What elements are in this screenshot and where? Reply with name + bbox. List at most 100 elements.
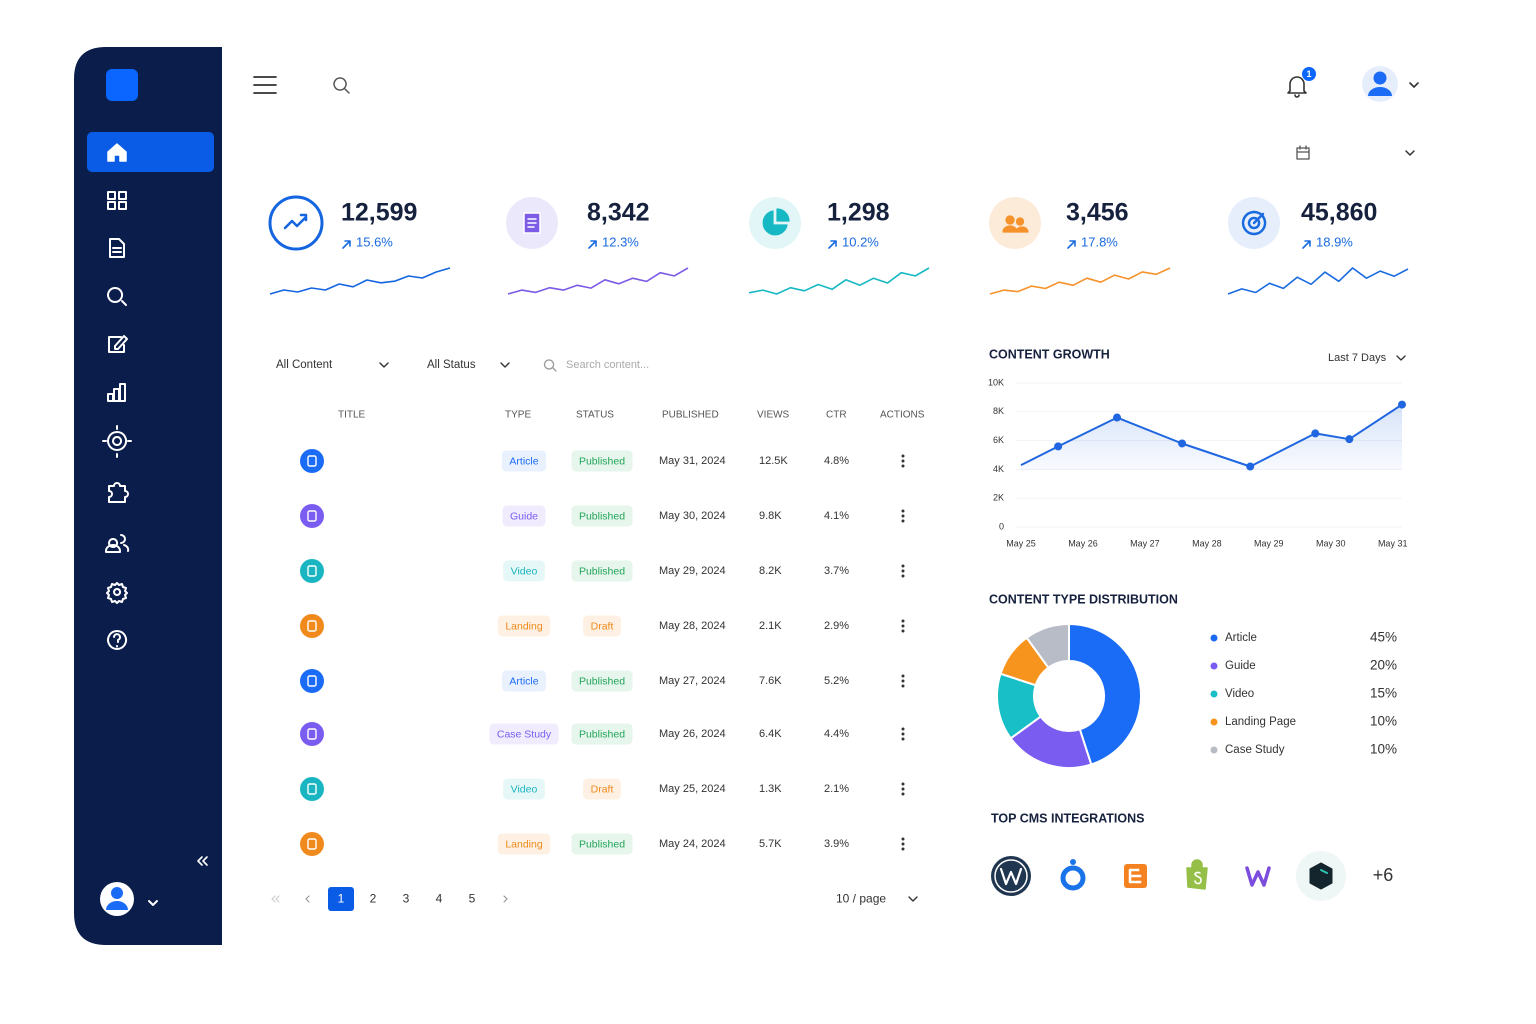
user-chevron[interactable]: [1409, 82, 1419, 88]
row-action[interactable]: [901, 679, 905, 683]
nav-target[interactable]: [102, 425, 132, 458]
row-icon-glyph: [307, 675, 317, 687]
prev-page[interactable]: [305, 895, 310, 903]
content-filter[interactable]: All Content: [276, 359, 333, 371]
ring-logo[interactable]: [1060, 865, 1086, 891]
sidebar: [74, 47, 222, 945]
date-chevron[interactable]: [1405, 150, 1415, 156]
more-integrations[interactable]: +6: [1373, 865, 1394, 885]
w-logo[interactable]: [1245, 866, 1271, 887]
row-action[interactable]: [901, 787, 905, 791]
page-number[interactable]: 2: [370, 892, 377, 906]
calendar[interactable]: [1296, 145, 1310, 160]
row-action[interactable]: [901, 732, 905, 736]
page-number[interactable]: 4: [436, 892, 443, 906]
row-action[interactable]: [901, 737, 905, 741]
line-point: [1345, 435, 1354, 444]
nav-help[interactable]: [107, 630, 128, 650]
legend-label: Case Study: [1225, 744, 1285, 756]
row-action[interactable]: [901, 514, 905, 518]
row-icon-glyph: [307, 620, 317, 632]
column-header: STATUS: [576, 410, 614, 421]
row-action[interactable]: [901, 842, 905, 846]
page-number[interactable]: 3: [403, 892, 410, 906]
row-action[interactable]: [901, 727, 905, 731]
row-action[interactable]: [901, 564, 905, 568]
row-action[interactable]: [901, 619, 905, 623]
nav-settings[interactable]: [106, 582, 128, 604]
nav-active[interactable]: [87, 132, 214, 172]
status-pill: Published: [579, 675, 625, 687]
x-tick-label: May 28: [1192, 538, 1222, 548]
status-filter[interactable]: All Status: [427, 359, 476, 371]
nav-users[interactable]: [105, 534, 130, 553]
nav-search[interactable]: [107, 287, 127, 306]
row-action[interactable]: [901, 837, 905, 841]
y-tick-label: 0: [999, 521, 1004, 531]
bell[interactable]: [1287, 76, 1307, 98]
next-page[interactable]: [503, 895, 508, 903]
column-header: ACTIONS: [880, 410, 925, 421]
sidebar-chevron[interactable]: [148, 900, 158, 906]
views: 6.4K: [759, 728, 782, 740]
row-action[interactable]: [901, 509, 905, 513]
type-pill: Landing: [505, 620, 543, 632]
row-action[interactable]: [901, 629, 905, 633]
page-size[interactable]: 10 / page: [836, 892, 886, 906]
stat-arrow: [342, 240, 351, 249]
range-select[interactable]: Last 7 Days: [1328, 352, 1387, 364]
nav-integrations[interactable]: [108, 482, 129, 503]
logo[interactable]: [106, 69, 138, 101]
y-tick-label: 2K: [993, 493, 1004, 503]
wordpress-logo[interactable]: [991, 856, 1031, 896]
nav-dashboard[interactable]: [107, 191, 127, 210]
row-action[interactable]: [901, 624, 905, 628]
row-action[interactable]: [901, 574, 905, 578]
stat-change: 18.9%: [1316, 234, 1353, 249]
legend-dot: [1210, 662, 1218, 670]
stat-arrow: [828, 240, 837, 249]
type-pill: Landing: [505, 838, 543, 850]
row-action[interactable]: [901, 454, 905, 458]
sparkline: [1227, 267, 1409, 295]
row-action[interactable]: [901, 459, 905, 463]
legend-value: 10%: [1370, 714, 1397, 729]
hex-logo-accent: [1320, 869, 1328, 874]
column-header: TYPE: [505, 410, 531, 421]
stat-arrow: [1067, 240, 1076, 249]
row-action[interactable]: [901, 569, 905, 573]
hex-logo: [1309, 862, 1333, 890]
type-pill-bg: [502, 505, 546, 527]
search[interactable]: [333, 77, 350, 94]
column-header: PUBLISHED: [662, 410, 719, 421]
legend-label: Guide: [1225, 660, 1256, 672]
line: [1020, 403, 1403, 468]
status-pill: Published: [579, 565, 625, 577]
row-action[interactable]: [901, 674, 905, 678]
collapse[interactable]: [197, 856, 208, 866]
x-tick-label: May 27: [1130, 538, 1160, 548]
first-page[interactable]: [271, 895, 280, 903]
row-action[interactable]: [901, 464, 905, 468]
nav-edit[interactable]: [108, 335, 128, 353]
search-field[interactable]: Search content...: [566, 359, 649, 371]
current-page-bg: [328, 887, 354, 911]
type-pill: Article: [509, 675, 538, 687]
row-action[interactable]: [901, 847, 905, 851]
page-number[interactable]: 1: [338, 892, 345, 906]
row-action[interactable]: [901, 782, 905, 786]
nav-home[interactable]: [107, 143, 127, 162]
type-pill: Case Study: [497, 728, 552, 740]
line-point: [1311, 429, 1320, 438]
page-number[interactable]: 5: [469, 892, 476, 906]
row-action[interactable]: [901, 684, 905, 688]
shopify-logo[interactable]: [1186, 859, 1208, 890]
nav-documents[interactable]: [109, 238, 125, 258]
menu[interactable]: [253, 76, 277, 94]
nav-analytics[interactable]: [107, 383, 126, 402]
content-filter-chevron: [379, 362, 389, 368]
row-action[interactable]: [901, 792, 905, 796]
row-action[interactable]: [901, 519, 905, 523]
legend-label: Article: [1225, 632, 1257, 644]
